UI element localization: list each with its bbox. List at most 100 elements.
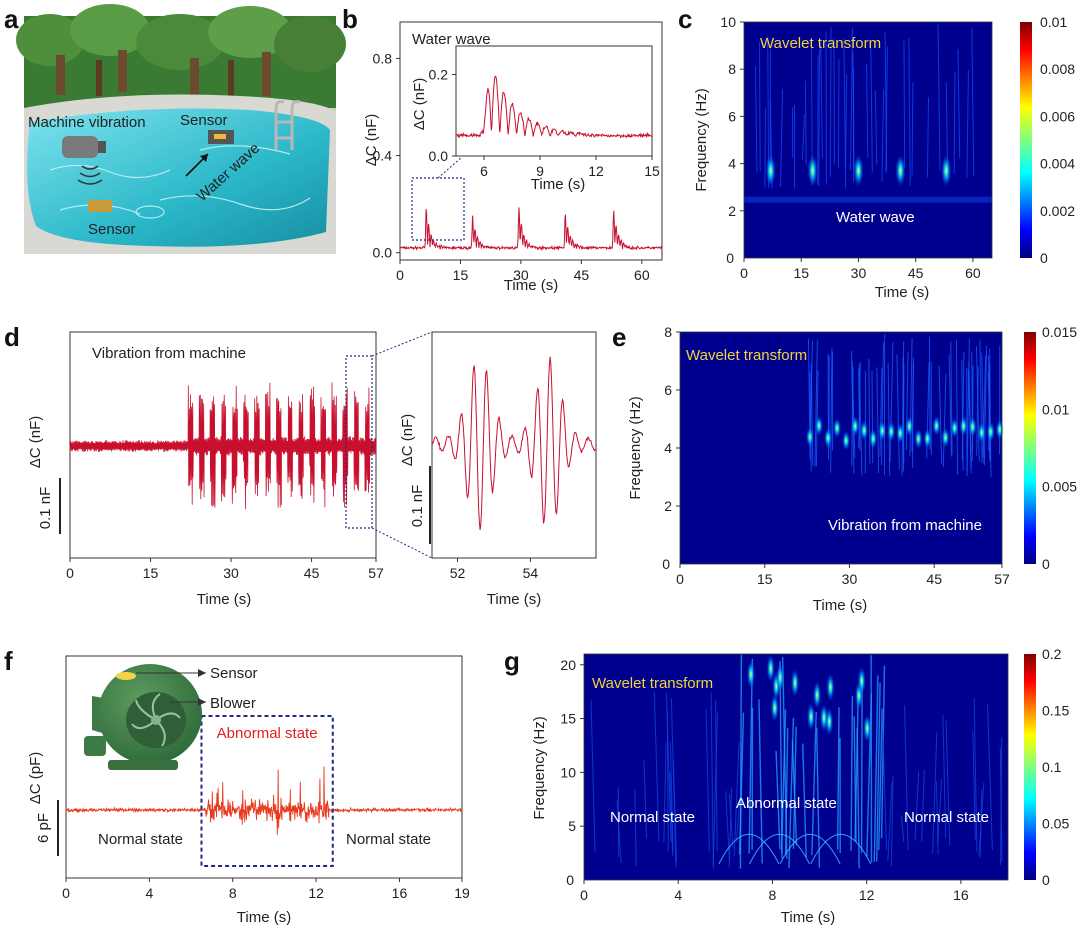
chart-g-hotspot [826,673,835,702]
chart-b-xtick-label: 45 [574,267,590,283]
chart-c-annotation: Water wave [836,209,915,226]
chart-g-streak [590,700,596,852]
panel-letter-g: g [504,646,520,676]
chart-g-streak [735,796,741,842]
chart-e-hotspot [905,416,914,437]
chart-g-streak [945,720,951,846]
chart-e-streak [902,363,905,472]
chart-e-xtick-label: 15 [757,571,773,587]
chart-e-streak [887,362,891,476]
chart-e-streak [876,367,880,474]
chart-g-streak [904,705,909,851]
pool-illustration: Machine vibration Sensor Water wave Sens… [16,4,346,254]
chart-g-xtick-label: 0 [580,887,588,903]
chart-e-hotspot [950,418,959,439]
chart-e-hotspot [977,422,986,443]
chart-f-xtick-label: 16 [392,885,408,901]
chart-g-streak [882,722,888,851]
chart-c-xtick-label: 30 [851,265,867,281]
chart-f-abnormal-label: Abnormal state [217,725,318,742]
chart-e-streak [879,367,883,457]
chart-b-xtick-label: 0 [396,267,404,283]
chart-f-xtick-label: 0 [62,885,70,901]
chart-e-streak [968,362,972,474]
panel-letter-f: f [4,646,13,676]
chart-d-zoom-scalebar-label: 0.1 nF [409,485,426,528]
chart-e-streak [981,352,985,464]
chart-d-zoom-xtick-label: 54 [523,565,539,581]
chart-e-hotspot [923,428,932,449]
chart-g-arc [779,834,841,865]
chart-c-streak [754,66,758,173]
chart-d-zoom-xtick-label: 52 [450,565,466,581]
chart-g-streak [942,714,947,838]
chart-f-xtick-label: 12 [308,885,324,901]
chart-d-zoom-xlabel: Time (s) [487,591,541,608]
chart-e-hotspot [814,415,823,436]
chart-c-xtick-label: 60 [965,265,981,281]
chart-e-hotspot [995,419,1004,440]
chart-g-title: Wavelet transform [592,675,713,692]
ladder-icon [274,100,301,150]
chart-g-streak [878,708,883,851]
chart-c-streak [829,26,832,177]
chart-d: Vibration from machine ΔC (nF) 0.1 nF Ti… [27,331,597,608]
chart-g-streak [653,691,660,842]
chart-g-streak [733,742,740,857]
chart-c-streak [850,28,853,171]
chart-g-streak [758,699,763,864]
chart-e-hotspot [932,415,941,436]
chart-g-xtick-label: 8 [769,887,777,903]
chart-g-ytick-label: 10 [560,764,576,780]
chart-e-streak [896,354,900,470]
chart-c-streak [971,27,975,176]
chart-g-streak [728,793,734,849]
chart-c-streak [804,80,807,165]
chart-e-hotspot [824,428,833,449]
chart-g-streak [725,791,730,863]
chart-g-streak [775,750,781,850]
chart-g-colorbar-tick: 0.05 [1042,816,1069,832]
chart-c-streak [818,49,821,186]
chart-e-colorbar-tick: 0 [1042,556,1050,572]
chart-c-streak [845,74,848,168]
blower-sensor-label: Sensor [210,665,258,682]
chart-d-zoom-series-line [431,356,596,530]
chart-g-streak [748,658,754,854]
chart-g-streak [705,709,710,852]
chart-g-hotspot [807,702,816,731]
chart-e-hotspot [986,421,995,442]
chart-g-streak [801,743,807,858]
chart-e-streak [983,345,988,466]
chart-f-xtick-label: 8 [229,885,237,901]
chart-d-xtick-label: 57 [368,565,384,581]
chart-c-streak [866,63,869,158]
chart-b-zoom-box [411,177,465,241]
chart-g-streak [890,776,894,867]
chart-c-hotspot [941,154,952,187]
chart-g-xtick-label: 12 [859,887,875,903]
chart-c-streak [966,70,969,178]
chart-g-hotspot [770,693,779,722]
chart-g-streak [616,799,622,864]
chart-g-colorbar [1024,654,1036,880]
chart-g-streak [663,742,667,843]
chart-c-title: Wavelet transform [760,35,881,52]
machine-icon [62,136,106,185]
chart-c-streak [911,82,914,177]
chart-f-normal-left: Normal state [98,831,183,848]
chart-e-xtick-label: 30 [842,571,858,587]
chart-g-streak [1000,737,1003,866]
chart-b-xlabel: Time (s) [504,277,558,294]
chart-d-xtick-label: 0 [66,565,74,581]
chart-g-colorbar-tick: 0.2 [1042,646,1062,662]
chart-f-normal-right: Normal state [346,831,431,848]
chart-e-hotspot [842,430,851,451]
chart-e-streak [961,359,964,471]
blower-icon [84,664,202,770]
chart-e-streak [814,340,818,467]
chart-c-hotspot [895,154,906,187]
sensor-patch-bottom [88,200,112,212]
chart-g-streak [712,712,719,865]
chart-g-streak [666,708,669,852]
